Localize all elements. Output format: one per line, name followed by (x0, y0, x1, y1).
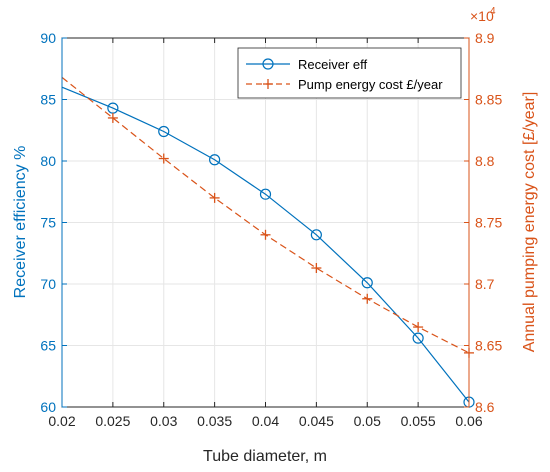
legend-marker-pump (263, 79, 273, 89)
legend: Receiver eff Pump energy cost £/year (237, 47, 462, 99)
data-point-pump-cost (260, 229, 271, 240)
y-right-tick-label: 8.9 (475, 30, 495, 46)
x-tick-label: 0.05 (354, 413, 381, 429)
right-axis-label: Annual pumping energy cost [£/year] (521, 92, 538, 353)
data-point-pump-cost (158, 153, 169, 164)
legend-label-pump: Pump energy cost £/year (298, 77, 443, 92)
y-left-tick-label: 65 (40, 338, 56, 354)
y-left-tick-label: 80 (40, 153, 56, 169)
x-tick-label: 0.025 (95, 413, 130, 429)
legend-box (237, 47, 462, 99)
data-point-receiver-eff (209, 154, 221, 166)
data-point-pump-cost (107, 112, 118, 123)
data-point-pump-cost (362, 293, 373, 304)
y-left-tick-label: 60 (40, 399, 56, 415)
left-axis-label: Receiver efficiency % (12, 146, 29, 299)
y-left-tick-label: 70 (40, 276, 56, 292)
x-tick-label: 0.04 (252, 413, 279, 429)
axis-ticks: 0.02 0.025 0.03 0.035 0.04 0.045 0.05 0.055 0.06… (40, 30, 502, 429)
y-right-tick-label: 8.65 (475, 338, 502, 354)
x-axis-label: Tube diameter, m (203, 448, 327, 465)
y-right-tick-label: 8.85 (475, 92, 502, 108)
data-point-receiver-eff (361, 277, 373, 289)
series-line-receiver-eff (61, 86, 470, 403)
x-tick-label: 0.06 (455, 413, 482, 429)
right-axis-exponent-power: 4 (490, 6, 496, 17)
data-point-pump-cost (311, 263, 322, 274)
data-point-receiver-eff (310, 229, 322, 241)
grid-lines (61, 37, 470, 408)
data-point-receiver-eff (412, 332, 424, 344)
y-right-tick-label: 8.6 (475, 399, 495, 415)
data-point-receiver-eff (259, 188, 272, 200)
x-tick-label: 0.035 (197, 413, 232, 429)
x-tick-label: 0.045 (299, 413, 334, 429)
y-left-tick-label: 75 (40, 215, 56, 231)
x-tick-label: 0.02 (48, 413, 75, 429)
y-right-tick-label: 8.75 (475, 215, 502, 231)
y-right-tick-label: 8.7 (475, 276, 495, 292)
right-axis-exponent-base: ×10 (470, 8, 494, 24)
data-point-pump-cost (209, 192, 220, 203)
legend-label-receiver: Receiver eff (298, 57, 368, 72)
y-right-tick-label: 8.8 (475, 153, 495, 169)
y-left-tick-label: 90 (40, 30, 56, 46)
x-tick-label: 0.03 (150, 413, 177, 429)
y-left-tick-label: 85 (40, 92, 56, 108)
data-point-pump-cost (413, 322, 424, 333)
legend-marker-receiver (262, 58, 274, 70)
series-layer (61, 76, 475, 408)
data-point-receiver-eff (158, 125, 170, 138)
x-tick-label: 0.055 (401, 413, 436, 429)
